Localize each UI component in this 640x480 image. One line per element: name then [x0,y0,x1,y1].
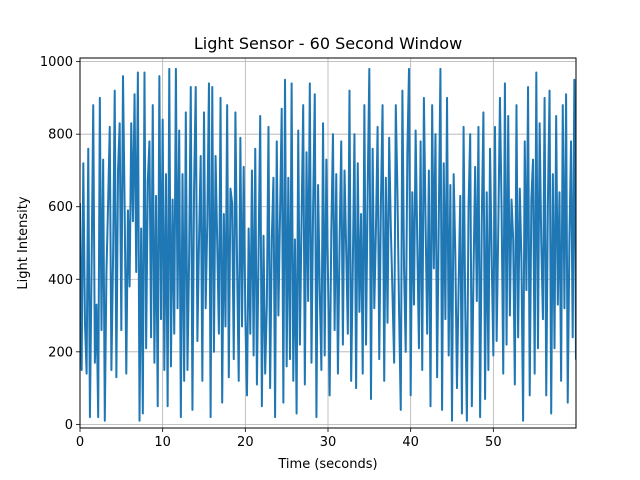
x-tick-label: 40 [402,435,419,450]
y-tick-label: 0 [65,418,73,433]
x-tick-label: 50 [485,435,502,450]
y-axis-label: Light Intensity [16,196,31,289]
x-axis-label: Time (seconds) [277,457,377,472]
series-layer [80,67,576,422]
series-line [80,67,576,422]
y-tick-label: 200 [48,345,73,360]
y-tick-label: 600 [48,200,73,215]
chart-title: Light Sensor - 60 Second Window [194,34,462,53]
x-tick-label: 0 [76,435,84,450]
x-tick-label: 10 [154,435,171,450]
y-tick-label: 1000 [40,55,73,70]
axis-ticks: 0 10 20 30 40 50 0 200 400 600 800 1000 [40,55,502,450]
y-tick-label: 400 [48,273,73,288]
x-tick-label: 30 [320,435,337,450]
y-tick-label: 800 [48,128,73,143]
x-tick-label: 20 [237,435,254,450]
